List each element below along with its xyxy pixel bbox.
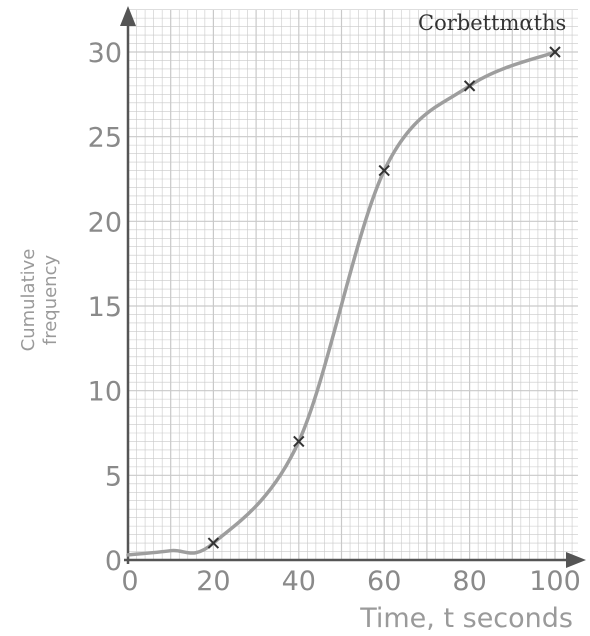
y-tick-label: 10 xyxy=(88,377,122,408)
brand-logo-text: Corbettmαths xyxy=(418,11,566,35)
x-tick-label: 40 xyxy=(282,566,316,597)
y-tick-label: 25 xyxy=(88,123,122,154)
y-tick-label: 0 xyxy=(105,546,122,577)
data-point-marker xyxy=(463,80,476,92)
y-axis-title-line1: Cumulative xyxy=(18,249,39,352)
data-point-marker xyxy=(293,435,305,448)
y-tick-label: 20 xyxy=(88,207,122,238)
data-point-marker xyxy=(207,537,220,549)
x-tick-label: 60 xyxy=(367,566,401,597)
data-point-marker xyxy=(549,46,561,58)
x-axis-arrowhead xyxy=(566,552,586,568)
y-tick-labels: 0 5 10 15 20 25 30 xyxy=(88,38,122,577)
y-axis-arrowhead xyxy=(120,6,136,26)
y-tick-label: 30 xyxy=(88,38,122,69)
y-axis-title-line2: frequency xyxy=(40,255,61,346)
x-tick-label: 80 xyxy=(452,566,486,597)
y-tick-label: 5 xyxy=(105,461,122,492)
y-tick-label: 15 xyxy=(88,292,122,323)
data-point-markers xyxy=(207,46,561,549)
data-point-marker xyxy=(378,164,390,177)
x-tick-label: 100 xyxy=(529,566,581,597)
x-tick-label: 20 xyxy=(196,566,230,597)
x-axis-title: Time, t seconds xyxy=(359,603,573,634)
grid xyxy=(127,9,578,561)
x-tick-labels: 0 20 40 60 80 100 xyxy=(121,566,580,597)
x-tick-label: 0 xyxy=(121,566,138,597)
axes xyxy=(120,6,586,568)
